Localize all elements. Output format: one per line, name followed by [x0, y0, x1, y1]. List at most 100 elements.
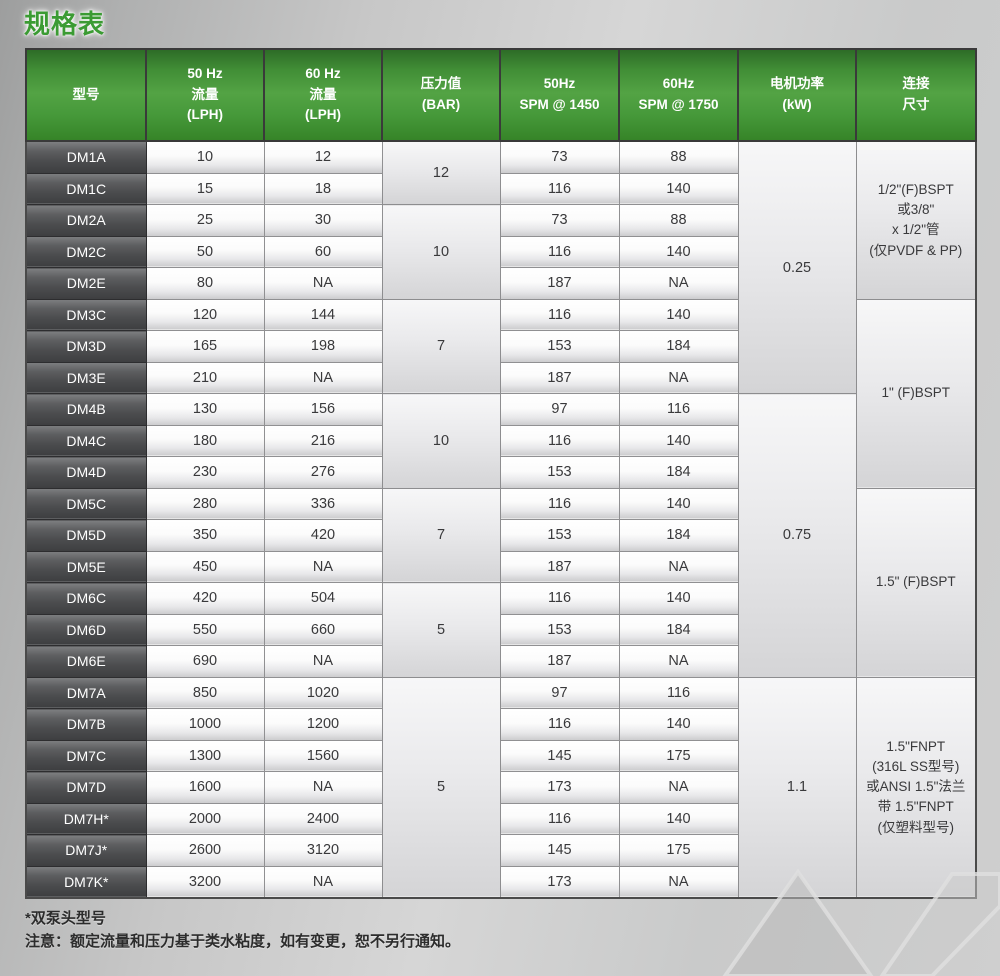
- cell-model: DM4B: [25, 393, 147, 426]
- table-row: DM5C 280 336 7 116 140 1.5" (F)BSPT: [25, 487, 977, 678]
- cell-flow-60hz: 420: [263, 519, 383, 552]
- cell-flow-60hz: NA: [263, 361, 383, 394]
- cell-spm-60hz: 184: [618, 330, 739, 363]
- table-row: DM4D 230 276 153 184: [25, 456, 976, 489]
- cell-model: DM1A: [25, 140, 147, 174]
- cell-model: DM3E: [25, 361, 147, 394]
- cell-flow-50hz: 120: [145, 298, 265, 331]
- cell-motor-kw: 1.1: [737, 676, 857, 899]
- header-line: 50 Hz: [187, 65, 223, 81]
- cell-spm-60hz: 140: [618, 487, 739, 520]
- cell-spm-60hz: 175: [618, 834, 739, 867]
- cell-flow-50hz: 3200: [145, 865, 265, 899]
- header-motor-kw: 电机功率 (kW): [737, 48, 857, 142]
- table-row: DM5E 450 NA 187 NA: [25, 550, 976, 583]
- header-spm-60hz: 60Hz SPM @ 1750: [618, 48, 739, 142]
- connection-line: 带 1.5"FNPT: [877, 799, 954, 815]
- cell-flow-50hz: 165: [145, 330, 265, 363]
- cell-spm-50hz: 97: [499, 393, 620, 426]
- table-row: DM7D 1600 NA 173 NA: [25, 771, 976, 804]
- table-row: DM2A 25 30 10 73 88: [25, 204, 976, 300]
- cell-spm-60hz: NA: [618, 645, 739, 678]
- header-line: (kW): [782, 97, 812, 112]
- cell-model: DM7C: [25, 739, 147, 772]
- cell-model: DM7A: [25, 676, 147, 709]
- cell-flow-60hz: 156: [263, 393, 383, 426]
- table-row: DM7C 1300 1560 145 175: [25, 739, 976, 772]
- header-line: 尺寸: [902, 97, 930, 112]
- cell-model: DM7H*: [25, 802, 147, 835]
- cell-flow-50hz: 210: [145, 361, 265, 394]
- cell-spm-60hz: NA: [618, 361, 739, 394]
- connection-line: 1/2"(F)BSPT: [877, 181, 954, 197]
- cell-pressure-bar: 10: [381, 204, 501, 300]
- table-body: DM1A 10 12 12 73 88 0.25 1/2"(F)BSPT 或3/8" x 1/2"…: [25, 140, 977, 899]
- cell-pressure-bar: 7: [381, 298, 501, 394]
- cell-spm-50hz: 153: [499, 519, 620, 552]
- connection-line: (仅塑料型号): [877, 819, 955, 835]
- header-line: 电机功率: [770, 76, 824, 92]
- table-row: DM6E 690 NA 187 NA: [25, 645, 976, 678]
- cell-flow-60hz: NA: [263, 550, 383, 583]
- cell-model: DM6C: [25, 582, 147, 615]
- cell-pressure-bar: 10: [381, 393, 501, 489]
- cell-flow-60hz: NA: [263, 865, 383, 899]
- table-row: DM2E 80 NA 187 NA: [25, 267, 976, 300]
- header-model: 型号: [25, 48, 147, 142]
- cell-model: DM6E: [25, 645, 147, 678]
- cell-flow-50hz: 1000: [145, 708, 265, 741]
- cell-model: DM5C: [25, 487, 147, 520]
- cell-pressure-bar: 5: [381, 582, 501, 678]
- cell-model: DM3C: [25, 298, 147, 331]
- header-connection-size: 连接 尺寸: [855, 48, 977, 142]
- footnotes: *双泵头型号 注意：额定流量和压力基于类水粘度，如有变更，恕不另行通知。: [25, 907, 460, 954]
- cell-spm-60hz: 184: [618, 613, 739, 646]
- cell-flow-50hz: 550: [145, 613, 265, 646]
- header-flow-60hz: 60 Hz 流量 (LPH): [263, 48, 383, 142]
- cell-flow-50hz: 690: [145, 645, 265, 678]
- cell-spm-50hz: 153: [499, 613, 620, 646]
- cell-connection-size: 1" (F)BSPT: [855, 298, 977, 489]
- cell-model: DM3D: [25, 330, 147, 363]
- watermark-chevrons-icon: [722, 868, 1000, 976]
- cell-flow-60hz: 276: [263, 456, 383, 489]
- table-row: DM6D 550 660 153 184: [25, 613, 976, 646]
- cell-flow-60hz: 198: [263, 330, 383, 363]
- header-row: 型号 50 Hz 流量 (LPH) 60 Hz 流量 (LPH) 压力值 (BAR) 50Hz SP…: [25, 48, 977, 142]
- cell-flow-60hz: 144: [263, 298, 383, 331]
- cell-model: DM5E: [25, 550, 147, 583]
- cell-spm-50hz: 187: [499, 550, 620, 583]
- cell-flow-50hz: 2000: [145, 802, 265, 835]
- cell-spm-50hz: 116: [499, 802, 620, 835]
- cell-flow-50hz: 15: [145, 172, 265, 205]
- cell-flow-60hz: 1200: [263, 708, 383, 741]
- table-row: DM4C 180 216 116 140: [25, 424, 976, 457]
- cell-spm-60hz: 88: [618, 204, 739, 237]
- cell-flow-60hz: 12: [263, 140, 383, 174]
- connection-line: 1.5" (F)BSPT: [875, 574, 956, 590]
- cell-pressure-bar: 12: [381, 140, 501, 205]
- connection-line: (316L SS型号): [872, 758, 960, 774]
- header-spm-50hz: 50Hz SPM @ 1450: [499, 48, 620, 142]
- cell-spm-50hz: 116: [499, 487, 620, 520]
- cell-flow-60hz: NA: [263, 771, 383, 804]
- cell-flow-60hz: 3120: [263, 834, 383, 867]
- cell-motor-kw: 0.25: [737, 140, 857, 394]
- connection-line: 1" (F)BSPT: [881, 385, 951, 401]
- connection-line: 1.5"FNPT: [886, 738, 946, 754]
- table-row: DM1C 15 18 116 140: [25, 172, 976, 205]
- cell-flow-60hz: 504: [263, 582, 383, 615]
- cell-spm-50hz: 173: [499, 865, 620, 899]
- cell-spm-50hz: 187: [499, 267, 620, 300]
- table-row: DM3C 120 144 7 116 140 1" (F)BSPT: [25, 298, 977, 489]
- cell-flow-50hz: 25: [145, 204, 265, 237]
- table-row: DM7J* 2600 3120 145 175: [25, 834, 976, 867]
- table-row: DM6C 420 504 5 116 140: [25, 582, 976, 678]
- cell-flow-50hz: 1600: [145, 771, 265, 804]
- cell-spm-50hz: 116: [499, 172, 620, 205]
- cell-flow-60hz: 336: [263, 487, 383, 520]
- cell-spm-60hz: 140: [618, 172, 739, 205]
- cell-spm-60hz: 116: [618, 393, 739, 426]
- cell-model: DM1C: [25, 172, 147, 205]
